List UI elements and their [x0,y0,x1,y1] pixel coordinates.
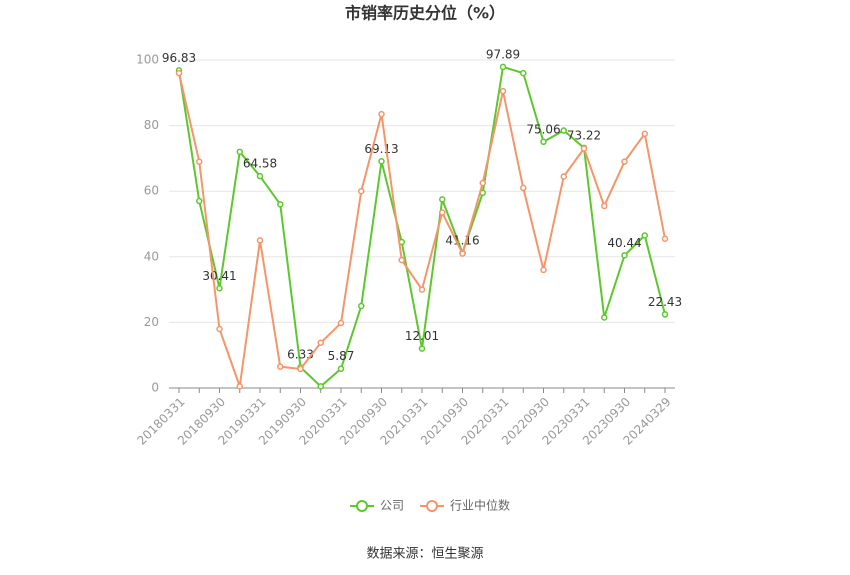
point [439,209,446,216]
data-label: 5.87 [328,349,355,363]
data-label: 30.41 [202,269,236,283]
point [317,339,324,346]
data-label: 96.83 [162,51,196,65]
data-label: 40.44 [607,236,641,250]
point [216,325,223,333]
point [601,314,608,321]
point [479,179,486,187]
data-label: 69.13 [364,142,398,156]
data-label: 41.16 [445,233,479,247]
point [317,383,324,390]
data-label: 12.01 [405,329,439,343]
point [459,250,466,257]
source: 数据来源：恒生聚源 [366,547,483,562]
data-label: 64.58 [243,157,277,171]
point [256,172,264,180]
point [439,196,446,203]
y-tick-label: 80 [144,118,159,132]
y-tick-label: 60 [144,184,159,198]
point [641,130,648,138]
data-label: 73.22 [567,128,601,142]
y-tick-label: 0 [151,381,159,395]
point [621,252,628,259]
data-label: 97.89 [486,47,520,61]
point [175,69,183,77]
legend-marker [356,500,368,512]
point [641,232,648,239]
point [236,148,243,156]
data-label: 6.33 [287,348,314,362]
data-label: 75.06 [526,122,560,136]
y-tick-label: 20 [144,315,159,329]
point [378,158,385,165]
point [236,383,243,390]
point [256,237,264,244]
point [196,197,203,205]
point [560,173,567,180]
point [398,256,405,264]
point [358,302,365,310]
point [418,286,426,293]
data-label: 22.43 [648,295,682,309]
point [540,266,547,274]
point [277,201,284,208]
point [358,187,365,195]
point [580,145,588,152]
point [499,87,507,95]
point [277,363,284,370]
point [661,311,669,318]
point [196,158,203,165]
point [520,69,527,77]
point [661,235,669,243]
point [540,138,547,146]
y-tick-label: 100 [136,53,159,67]
point [297,365,304,373]
legend-label: 行业中位数 [450,498,510,513]
y-tick-label: 40 [144,249,159,263]
point [378,110,385,118]
chart-title: 市销率历史分位（%） [345,4,505,23]
point [499,63,507,71]
legend-marker [426,500,438,512]
legend-label: 公司 [380,499,404,513]
point [216,285,223,292]
point [560,127,567,134]
point [601,202,608,210]
point [418,345,426,352]
point [337,365,345,372]
point [520,184,527,192]
point [621,158,628,165]
point [337,319,345,327]
